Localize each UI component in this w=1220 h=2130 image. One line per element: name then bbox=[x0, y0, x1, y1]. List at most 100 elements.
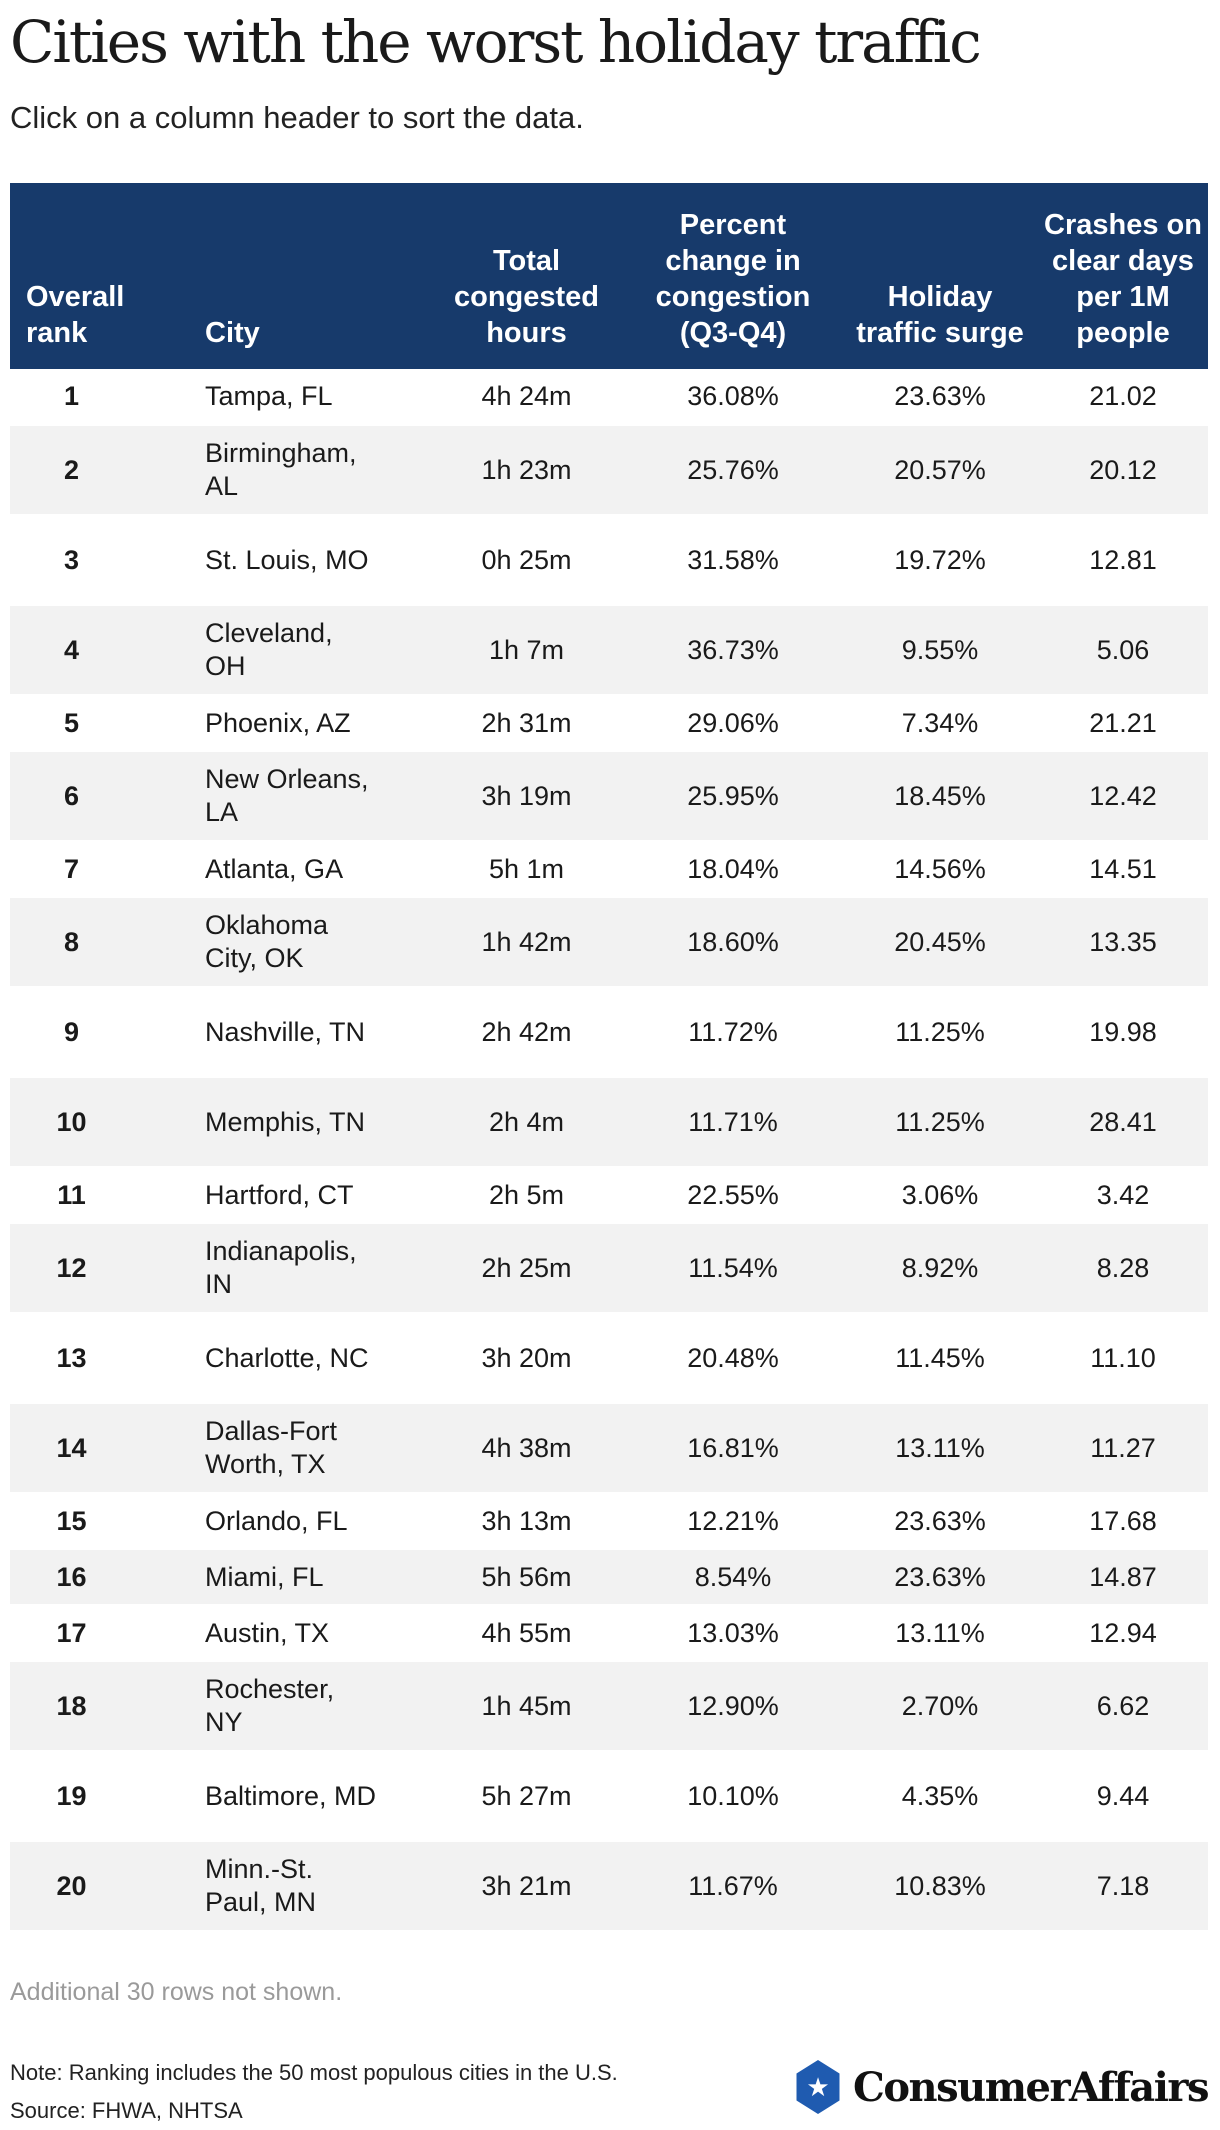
cell-hours: 4h 38m bbox=[429, 1403, 624, 1494]
cell-rank: 13 bbox=[10, 1313, 193, 1404]
cell-city: Miami, FL bbox=[193, 1549, 429, 1606]
cell-crashes: 19.98 bbox=[1038, 987, 1208, 1078]
cell-hours: 2h 4m bbox=[429, 1077, 624, 1168]
cell-hours: 1h 7m bbox=[429, 605, 624, 696]
cell-percent-change: 18.04% bbox=[624, 841, 842, 898]
cell-hours: 4h 55m bbox=[429, 1605, 624, 1662]
cell-holiday-surge: 4.35% bbox=[842, 1751, 1038, 1842]
cell-city: Minn.-St. Paul, MN bbox=[193, 1841, 429, 1932]
cell-holiday-surge: 13.11% bbox=[842, 1605, 1038, 1662]
cell-holiday-surge: 23.63% bbox=[842, 1549, 1038, 1606]
cell-city: Baltimore, MD bbox=[193, 1751, 429, 1842]
cell-holiday-surge: 18.45% bbox=[842, 751, 1038, 842]
cell-city: Charlotte, NC bbox=[193, 1313, 429, 1404]
table-row: 2 Birmingham, AL 1h 23m 25.76% 20.57% 20.12 bbox=[10, 425, 1208, 516]
cell-holiday-surge: 3.06% bbox=[842, 1167, 1038, 1224]
brand-name: ConsumerAffairs bbox=[853, 2063, 1210, 2111]
cell-rank: 10 bbox=[10, 1077, 193, 1168]
cell-city: Rochester, NY bbox=[193, 1661, 429, 1752]
cell-crashes: 11.10 bbox=[1038, 1313, 1208, 1404]
cell-hours: 2h 31m bbox=[429, 695, 624, 752]
table-row: 7 Atlanta, GA 5h 1m 18.04% 14.56% 14.51 bbox=[10, 841, 1208, 898]
cell-hours: 1h 42m bbox=[429, 897, 624, 988]
cell-city: Dallas-Fort Worth, TX bbox=[193, 1403, 429, 1494]
cell-hours: 3h 21m bbox=[429, 1841, 624, 1932]
cell-crashes: 21.02 bbox=[1038, 369, 1208, 426]
cell-rank: 7 bbox=[10, 841, 193, 898]
cell-rank: 1 bbox=[10, 369, 193, 426]
cell-percent-change: 20.48% bbox=[624, 1313, 842, 1404]
cell-rank: 20 bbox=[10, 1841, 193, 1932]
cell-crashes: 12.42 bbox=[1038, 751, 1208, 842]
cell-rank: 6 bbox=[10, 751, 193, 842]
table-row: 10 Memphis, TN 2h 4m 11.71% 11.25% 28.41 bbox=[10, 1077, 1208, 1168]
cell-holiday-surge: 8.92% bbox=[842, 1223, 1038, 1314]
footnote: Note: Ranking includes the 50 most popul… bbox=[10, 2054, 618, 2130]
cell-hours: 2h 5m bbox=[429, 1167, 624, 1224]
cell-rank: 5 bbox=[10, 695, 193, 752]
cell-crashes: 20.12 bbox=[1038, 425, 1208, 516]
cell-hours: 1h 45m bbox=[429, 1661, 624, 1752]
cell-hours: 3h 13m bbox=[429, 1493, 624, 1550]
cell-crashes: 12.94 bbox=[1038, 1605, 1208, 1662]
cell-crashes: 14.51 bbox=[1038, 841, 1208, 898]
header-holiday-surge[interactable]: Holiday traffic surge bbox=[842, 183, 1038, 369]
table-row: 18 Rochester, NY 1h 45m 12.90% 2.70% 6.62 bbox=[10, 1661, 1208, 1752]
cell-holiday-surge: 2.70% bbox=[842, 1661, 1038, 1752]
cell-crashes: 5.06 bbox=[1038, 605, 1208, 696]
cell-holiday-surge: 20.45% bbox=[842, 897, 1038, 988]
cell-crashes: 7.18 bbox=[1038, 1841, 1208, 1932]
cell-hours: 5h 27m bbox=[429, 1751, 624, 1842]
cell-hours: 5h 1m bbox=[429, 841, 624, 898]
cell-rank: 2 bbox=[10, 425, 193, 516]
cell-hours: 5h 56m bbox=[429, 1549, 624, 1606]
cell-percent-change: 16.81% bbox=[624, 1403, 842, 1494]
header-percent-change[interactable]: Percent change in congestion (Q3-Q4) bbox=[624, 183, 842, 369]
cell-hours: 2h 25m bbox=[429, 1223, 624, 1314]
table-row: 11 Hartford, CT 2h 5m 22.55% 3.06% 3.42 bbox=[10, 1167, 1208, 1224]
table-row: 20 Minn.-St. Paul, MN 3h 21m 11.67% 10.83% 7.… bbox=[10, 1841, 1208, 1932]
cell-city: Birmingham, AL bbox=[193, 425, 429, 516]
cell-holiday-surge: 20.57% bbox=[842, 425, 1038, 516]
cell-crashes: 8.28 bbox=[1038, 1223, 1208, 1314]
header-city[interactable]: City bbox=[193, 183, 429, 369]
table-row: 15 Orlando, FL 3h 13m 12.21% 23.63% 17.68 bbox=[10, 1493, 1208, 1550]
cell-city: Atlanta, GA bbox=[193, 841, 429, 898]
table-row: 16 Miami, FL 5h 56m 8.54% 23.63% 14.87 bbox=[10, 1549, 1208, 1606]
cell-holiday-surge: 11.45% bbox=[842, 1313, 1038, 1404]
header-total-congested-hours[interactable]: Total congested hours bbox=[429, 183, 624, 369]
cell-percent-change: 36.08% bbox=[624, 369, 842, 426]
cell-rank: 4 bbox=[10, 605, 193, 696]
cell-rank: 16 bbox=[10, 1549, 193, 1606]
table-row: 4 Cleveland, OH 1h 7m 36.73% 9.55% 5.06 bbox=[10, 605, 1208, 696]
star-shield-icon: ★ bbox=[796, 2060, 840, 2114]
cell-percent-change: 22.55% bbox=[624, 1167, 842, 1224]
more-rows-note: Additional 30 rows not shown. bbox=[10, 1978, 343, 2006]
cell-rank: 19 bbox=[10, 1751, 193, 1842]
table-row: 1 Tampa, FL 4h 24m 36.08% 23.63% 21.02 bbox=[10, 369, 1208, 426]
cell-rank: 15 bbox=[10, 1493, 193, 1550]
header-overall-rank[interactable]: Overall rank bbox=[10, 183, 193, 369]
cell-city: Austin, TX bbox=[193, 1605, 429, 1662]
cell-holiday-surge: 7.34% bbox=[842, 695, 1038, 752]
cell-rank: 8 bbox=[10, 897, 193, 988]
cell-percent-change: 12.21% bbox=[624, 1493, 842, 1550]
cell-hours: 4h 24m bbox=[429, 369, 624, 426]
cell-crashes: 11.27 bbox=[1038, 1403, 1208, 1494]
cell-crashes: 14.87 bbox=[1038, 1549, 1208, 1606]
cell-holiday-surge: 23.63% bbox=[842, 1493, 1038, 1550]
table-row: 13 Charlotte, NC 3h 20m 20.48% 11.45% 11.10 bbox=[10, 1313, 1208, 1404]
cell-holiday-surge: 10.83% bbox=[842, 1841, 1038, 1932]
cell-hours: 0h 25m bbox=[429, 515, 624, 606]
table-row: 3 St. Louis, MO 0h 25m 31.58% 19.72% 12.81 bbox=[10, 515, 1208, 606]
header-crashes[interactable]: Crashes on clear days per 1M people bbox=[1038, 183, 1208, 369]
cell-city: Orlando, FL bbox=[193, 1493, 429, 1550]
cell-percent-change: 12.90% bbox=[624, 1661, 842, 1752]
cell-city: St. Louis, MO bbox=[193, 515, 429, 606]
cell-percent-change: 8.54% bbox=[624, 1549, 842, 1606]
cell-holiday-surge: 11.25% bbox=[842, 987, 1038, 1078]
cell-percent-change: 13.03% bbox=[624, 1605, 842, 1662]
cell-rank: 9 bbox=[10, 987, 193, 1078]
cell-percent-change: 25.76% bbox=[624, 425, 842, 516]
cell-city: New Orleans, LA bbox=[193, 751, 429, 842]
